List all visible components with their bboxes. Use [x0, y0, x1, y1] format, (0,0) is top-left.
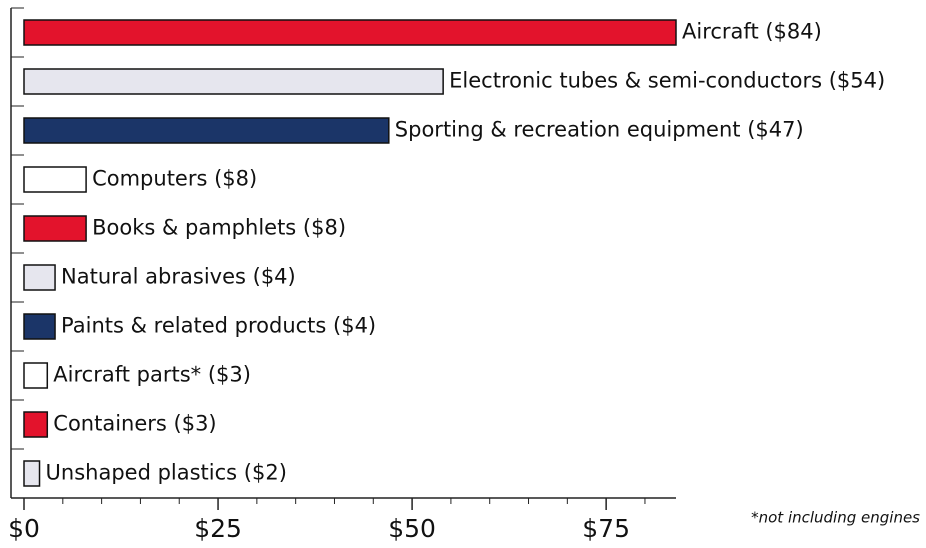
bar-label: Aircraft ($84): [682, 20, 822, 44]
bar-label: Computers ($8): [92, 167, 257, 191]
x-tick-label: $50: [388, 514, 436, 543]
bar-label: Unshaped plastics ($2): [46, 461, 287, 485]
bar: [23, 19, 677, 46]
bar-label: Sporting & recreation equipment ($47): [395, 118, 804, 142]
bar-label: Books & pamphlets ($8): [92, 216, 346, 240]
x-tick-label: $0: [8, 514, 40, 543]
bar: [23, 215, 87, 242]
bar-label: Natural abrasives ($4): [61, 265, 296, 289]
footnote: *not including engines: [751, 509, 920, 527]
x-tick-label: $75: [582, 514, 630, 543]
bar: [23, 362, 49, 389]
bar: [23, 411, 49, 438]
bar-label: Containers ($3): [53, 412, 216, 436]
bar: [23, 117, 390, 144]
bar: [23, 264, 56, 291]
bar: [23, 68, 444, 95]
bar-label: Aircraft parts* ($3): [53, 363, 251, 387]
bar: [23, 460, 41, 487]
bar: [23, 313, 56, 340]
bar-label: Paints & related products ($4): [61, 314, 376, 338]
x-tick-label: $25: [194, 514, 242, 543]
bar-label: Electronic tubes & semi-conductors ($54): [449, 69, 885, 93]
bar: [23, 166, 87, 193]
